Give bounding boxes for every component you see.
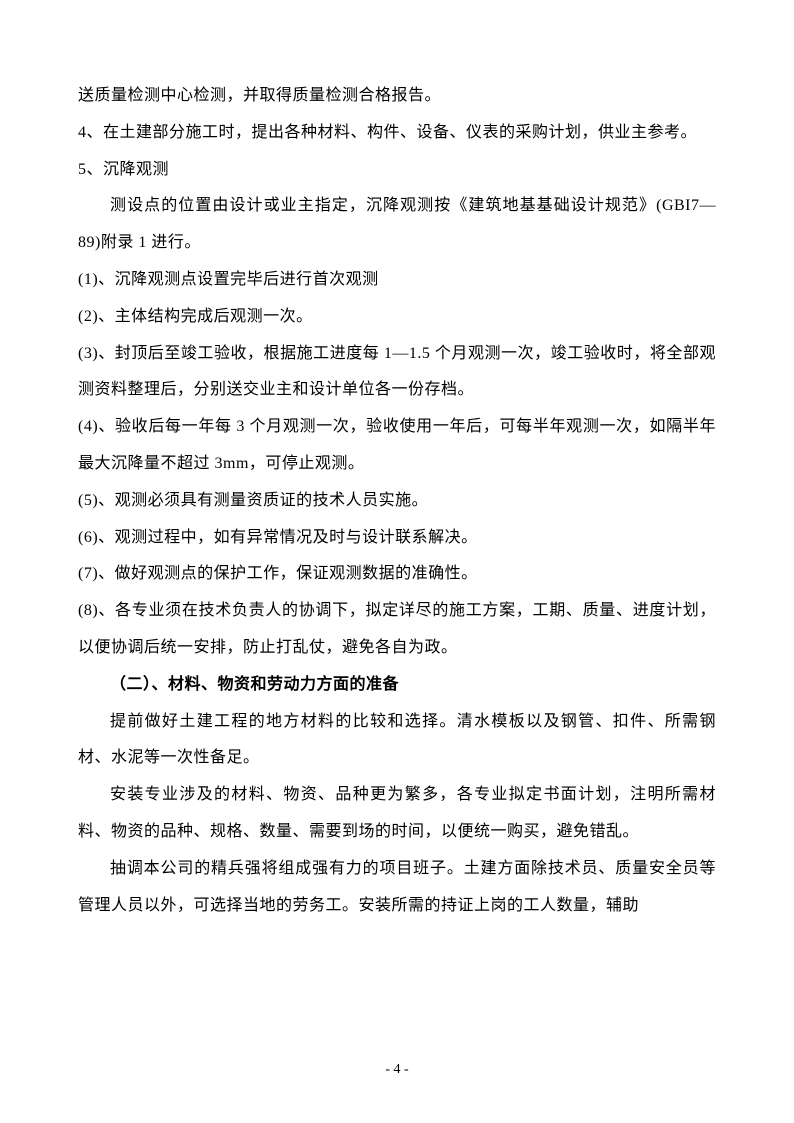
body-paragraph: (6)、观测过程中，如有异常情况及时与设计联系解决。: [78, 520, 716, 557]
body-paragraph: 送质量检测中心检测，并取得质量检测合格报告。: [78, 78, 716, 115]
body-paragraph: (5)、观测必须具有测量资质证的技术人员实施。: [78, 483, 716, 520]
body-paragraph: (2)、主体结构完成后观测一次。: [78, 299, 716, 336]
body-paragraph: 测设点的位置由设计或业主指定，沉降观测按《建筑地基基础设计规范》(GBI7—89…: [78, 188, 716, 262]
body-paragraph: (4)、验收后每一年每 3 个月观测一次，验收使用一年后，可每半年观测一次，如隔…: [78, 409, 716, 483]
page-number: - 4 -: [0, 1062, 794, 1078]
body-paragraph: 4、在土建部分施工时，提出各种材料、构件、设备、仪表的采购计划，供业主参考。: [78, 115, 716, 152]
section-heading: （二）、材料、物资和劳动力方面的准备: [78, 667, 716, 704]
body-paragraph: (3)、封顶后至竣工验收，根据施工进度每 1—1.5 个月观测一次，竣工验收时，…: [78, 336, 716, 410]
body-paragraph: 提前做好土建工程的地方材料的比较和选择。清水模板以及钢管、扣件、所需钢材、水泥等…: [78, 704, 716, 778]
body-paragraph: 抽调本公司的精兵强将组成强有力的项目班子。土建方面除技术员、质量安全员等管理人员…: [78, 851, 716, 925]
body-paragraph: (7)、做好观测点的保护工作，保证观测数据的准确性。: [78, 556, 716, 593]
body-paragraph: (8)、各专业须在技术负责人的协调下，拟定详尽的施工方案，工期、质量、进度计划，…: [78, 593, 716, 667]
body-paragraph: 安装专业涉及的材料、物资、品种更为繁多，各专业拟定书面计划，注明所需材料、物资的…: [78, 777, 716, 851]
body-paragraph: (1)、沉降观测点设置完毕后进行首次观测: [78, 262, 716, 299]
document-page: 送质量检测中心检测，并取得质量检测合格报告。 4、在土建部分施工时，提出各种材料…: [0, 0, 794, 1123]
body-paragraph: 5、沉降观测: [78, 152, 716, 189]
